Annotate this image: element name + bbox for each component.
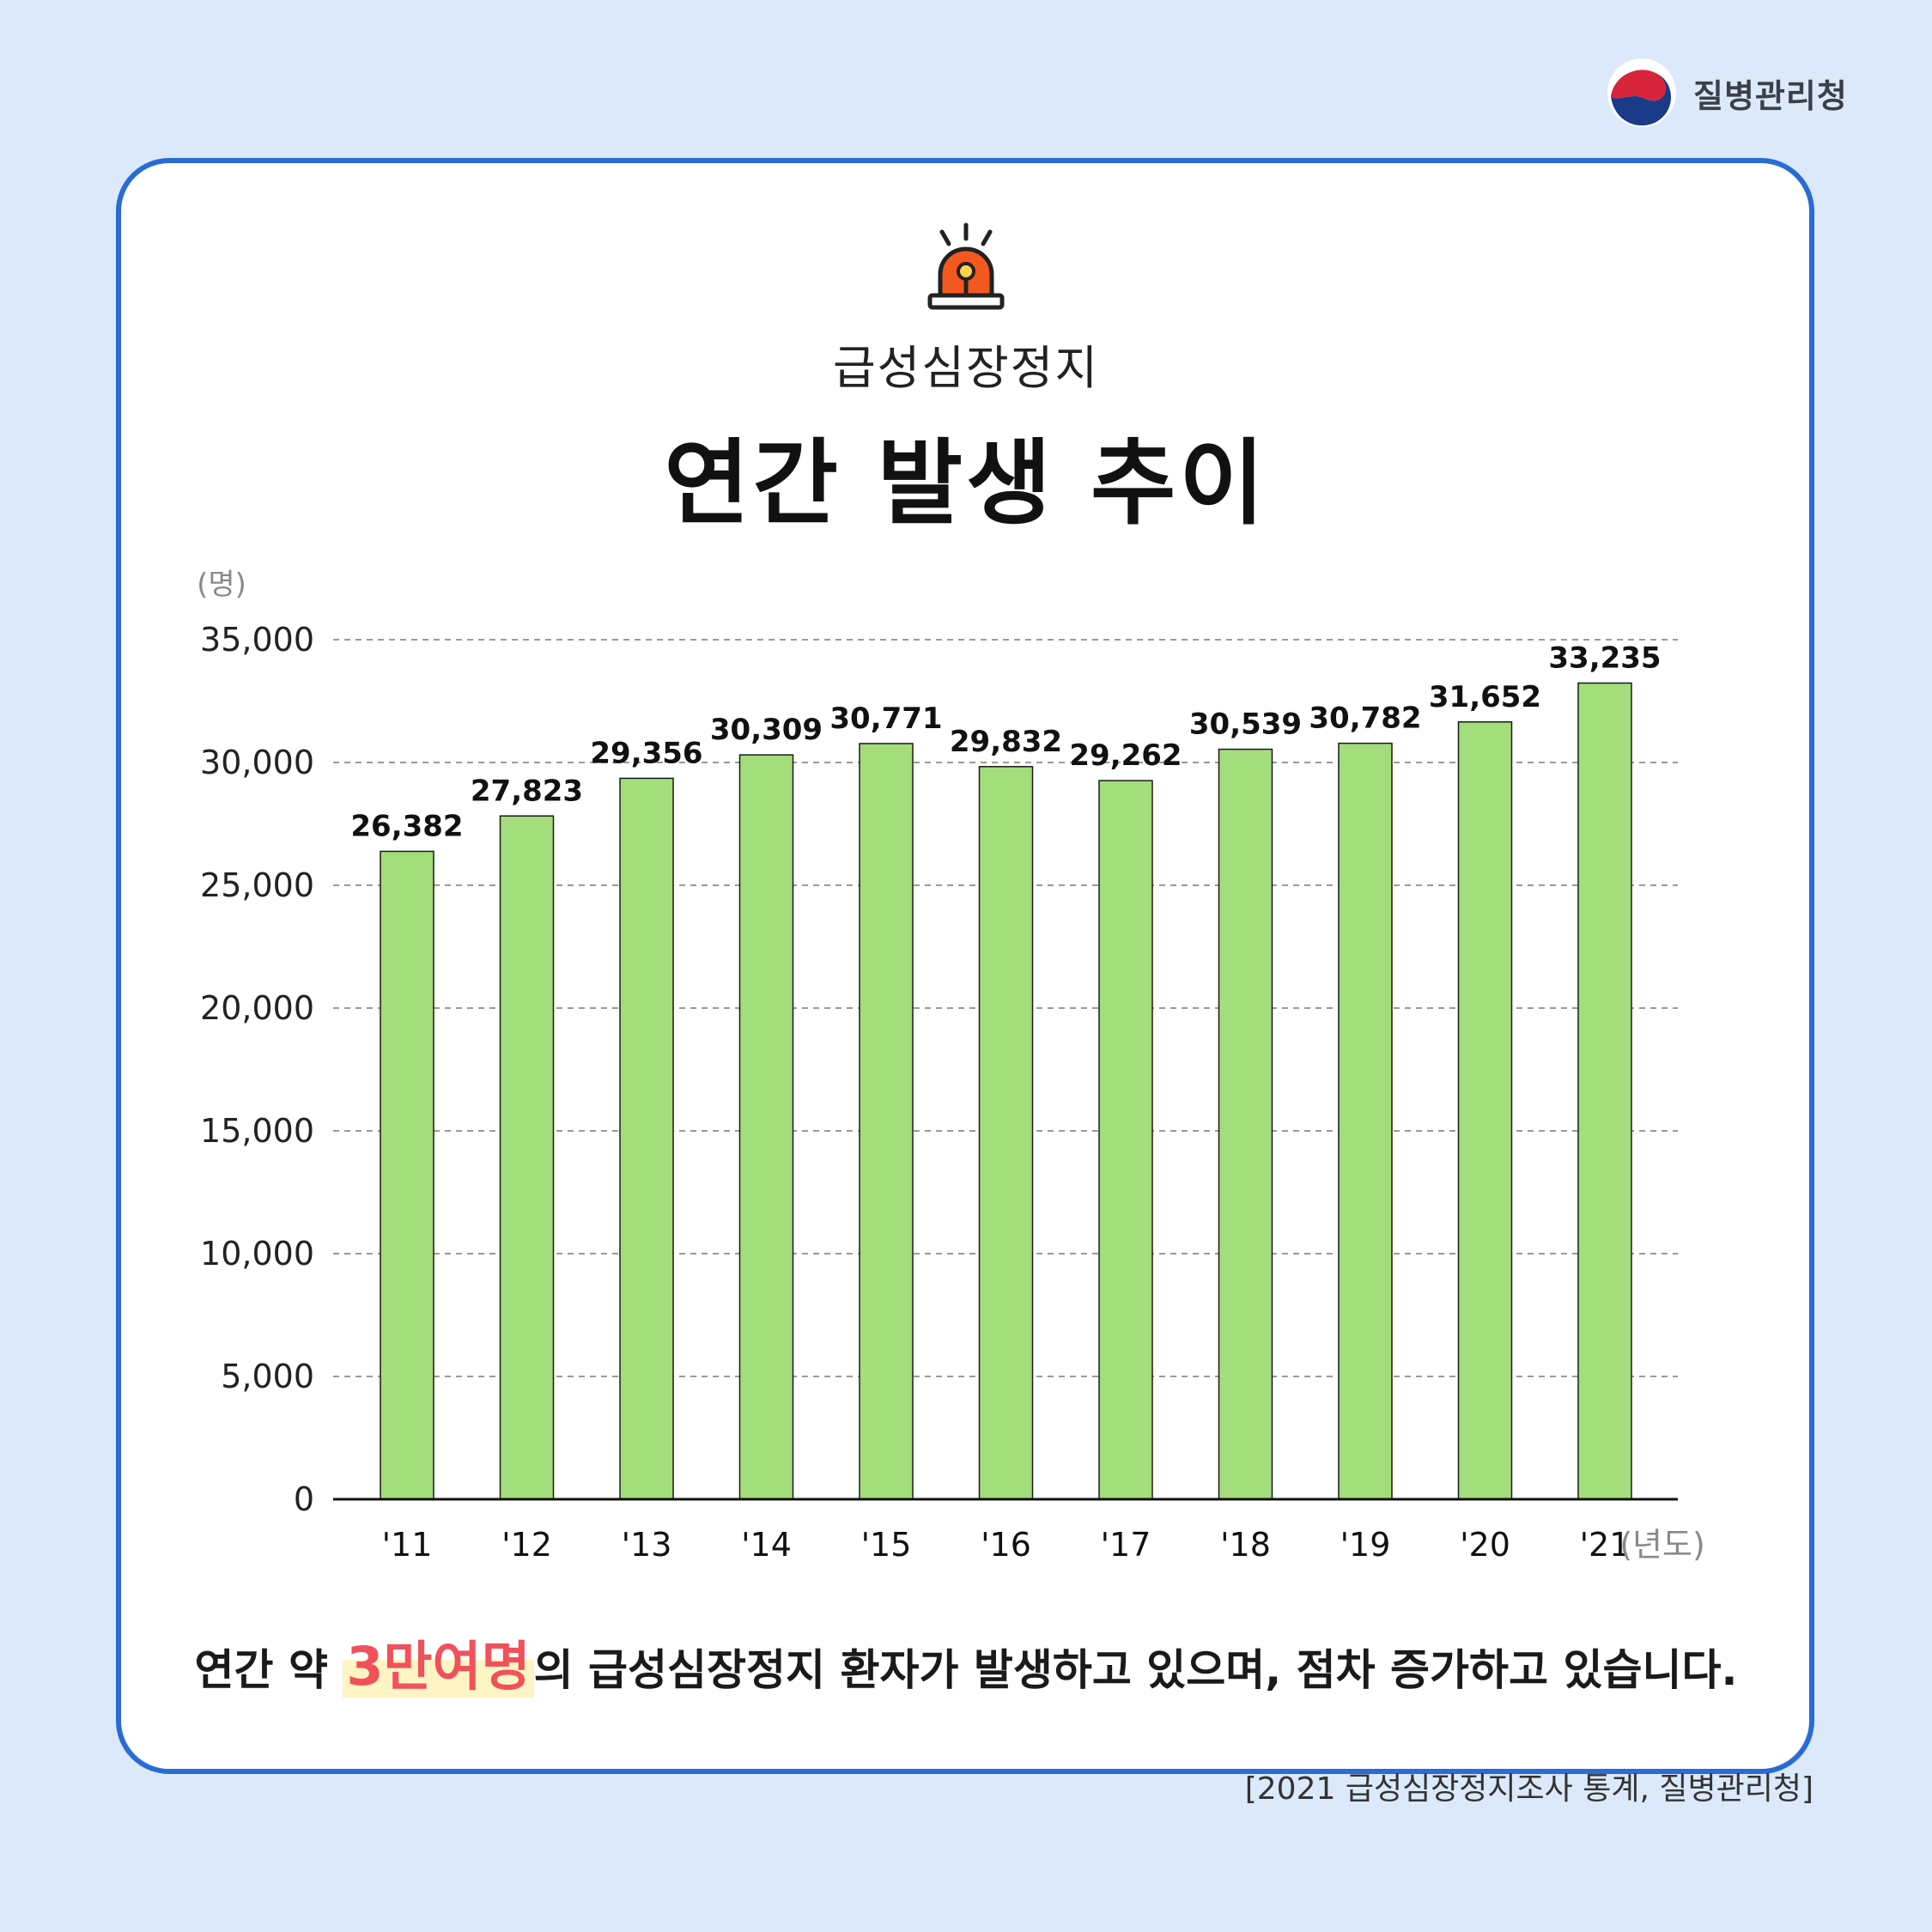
data-label: 30,771 [829,702,942,736]
data-label: 30,539 [1189,708,1302,742]
x-tick-label: '21 [1580,1526,1631,1564]
chart-subtitle: 급성심장정지 [832,341,1100,395]
y-tick-label: 15,000 [200,1112,314,1150]
bar [738,754,794,1500]
y-tick-label: 5,000 [221,1358,314,1395]
agency-name: 질병관리청 [1693,76,1848,115]
caption-before: 연간 약 [194,1645,343,1695]
data-label: 31,652 [1429,680,1541,714]
siren-alarm-icon [927,222,1005,310]
y-tick-label: 0 [294,1480,314,1518]
x-tick-label: '16 [981,1526,1031,1564]
x-tick-label: '11 [382,1526,433,1564]
bar [1098,780,1153,1500]
x-tick-label: '12 [501,1526,552,1564]
labels: 0 5,000 10,000 15,000 20,000 25,000 30,000 35,0… [200,621,1662,1564]
bar [859,743,914,1500]
data-label: 33,235 [1548,641,1661,675]
y-axis-unit-label: (명) [197,568,246,602]
bar [1577,682,1632,1500]
summary-caption: 연간 약 3만여명의 급성심장정지 환자가 발생하고 있으며, 점차 증가하고 … [0,1623,1932,1700]
y-tick-label: 10,000 [200,1235,314,1273]
bar [1338,742,1393,1500]
taegeuk-logo-icon [1607,58,1676,127]
data-label: 29,832 [950,725,1062,759]
x-tick-label: '20 [1460,1526,1510,1564]
data-label: 27,823 [471,774,583,808]
data-label: 29,356 [590,736,702,770]
x-tick-label: '17 [1101,1526,1151,1564]
x-tick-label: '13 [622,1526,672,1564]
bar [380,850,434,1500]
y-tick-label: 35,000 [200,621,314,659]
data-label: 29,262 [1069,738,1182,773]
bar [1457,721,1513,1500]
bar [978,766,1034,1500]
x-tick-label: '18 [1220,1526,1271,1564]
agency-logo: 질병관리청 [1606,57,1848,129]
bars [380,682,1632,1500]
bar [1218,748,1273,1500]
data-label: 26,382 [350,809,463,843]
source-citation: [2021 급성심장정지조사 통계, 질병관리청] [1244,1771,1814,1807]
x-tick-label: '19 [1340,1526,1391,1564]
x-axis-unit-label: (년도) [1619,1526,1705,1564]
x-tick-label: '15 [861,1526,912,1564]
data-label: 30,782 [1309,702,1421,736]
caption-after: 의 급성심장정지 환자가 발생하고 있으며, 점차 증가하고 있습니다. [533,1645,1738,1695]
bar [499,815,555,1500]
y-tick-label: 20,000 [200,989,314,1027]
y-tick-label: 30,000 [200,744,314,781]
y-tick-label: 25,000 [200,866,314,904]
bar [619,777,674,1500]
caption-highlight: 3만여명 [343,1635,534,1698]
data-label: 30,309 [710,713,823,747]
chart-title: 연간 발생 추이 [664,430,1268,538]
x-tick-label: '14 [741,1526,792,1564]
